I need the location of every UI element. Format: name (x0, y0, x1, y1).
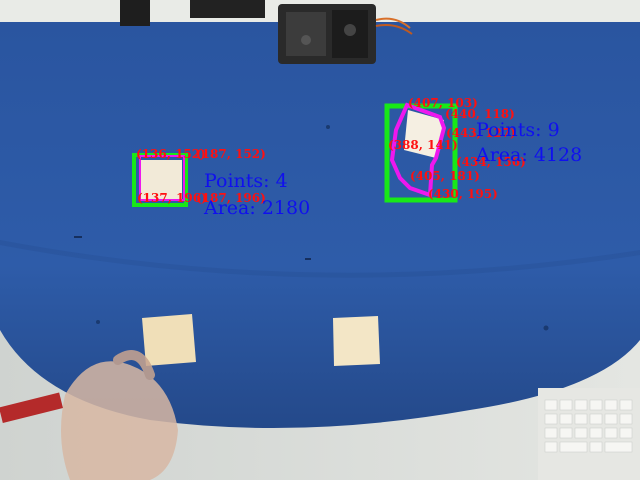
corner-label: (137, 196) (137, 191, 207, 205)
corner-label: (388, 141) (388, 138, 458, 152)
keyboard-icon (538, 388, 640, 480)
corner-label: (443, 127) (446, 126, 516, 140)
corner-label: (440, 118) (445, 107, 515, 121)
pen (0, 392, 63, 424)
contour-1 (139, 155, 185, 201)
corner-label: (407, 103) (408, 96, 478, 110)
contour-2 (389, 102, 447, 198)
foam-cube-icon (140, 110, 444, 366)
corner-label: (187, 196) (196, 191, 266, 205)
bounding-box-2 (384, 103, 458, 203)
corner-label: (430, 195) (428, 187, 498, 201)
robot-arm-icon (120, 0, 413, 64)
corner-label: (136, 152) (136, 147, 206, 161)
points-count: Points: 9 (476, 119, 560, 141)
area-value: Area: 4128 (476, 144, 583, 166)
corner-label: (405, 181) (410, 169, 480, 183)
corner-label: (187, 152) (196, 147, 266, 161)
area-value: Area: 2180 (204, 197, 311, 219)
corner-label: (434, 156) (456, 155, 526, 169)
points-count: Points: 4 (204, 170, 288, 192)
hand-icon (61, 350, 178, 480)
